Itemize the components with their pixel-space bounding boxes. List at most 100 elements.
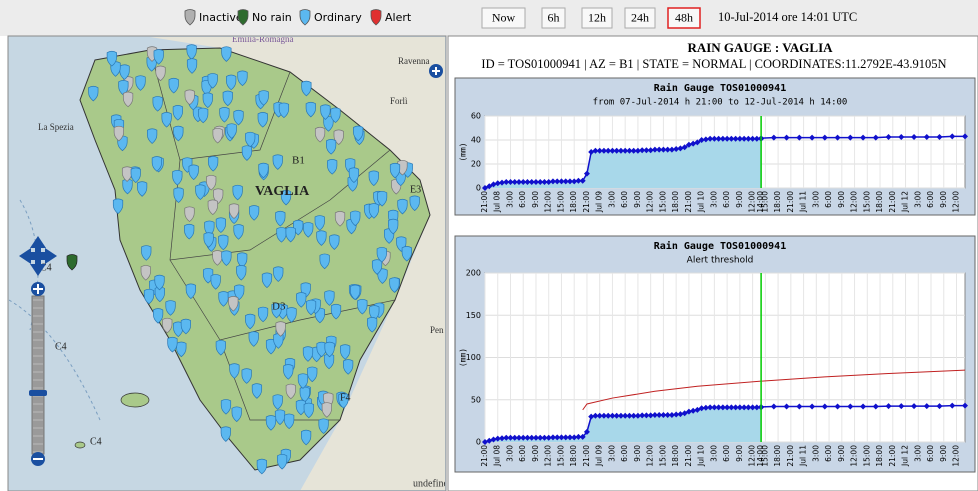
button-label[interactable]: 12h <box>588 10 606 24</box>
zoom-sign[interactable] <box>33 284 43 294</box>
gauge-marker[interactable] <box>195 184 206 200</box>
gauge-marker[interactable] <box>233 109 244 126</box>
gauge-marker[interactable] <box>229 363 240 379</box>
gauge-marker[interactable] <box>207 73 218 89</box>
gauge-marker[interactable] <box>319 253 330 270</box>
gauge-marker[interactable] <box>278 102 290 119</box>
gauge-marker[interactable] <box>226 74 237 91</box>
gauge-marker[interactable] <box>167 336 178 353</box>
gauge-marker[interactable] <box>154 274 165 291</box>
gauge-marker[interactable] <box>285 383 296 400</box>
gauge-marker[interactable] <box>173 125 184 142</box>
gauge-marker[interactable] <box>118 79 129 96</box>
gauge-marker[interactable] <box>303 222 314 238</box>
button-frame[interactable] <box>667 7 701 29</box>
gauge-marker[interactable] <box>184 223 195 240</box>
expand-plus[interactable] <box>432 67 440 75</box>
gauge-marker[interactable] <box>119 64 130 80</box>
gauge-marker[interactable] <box>207 199 218 216</box>
gauge-marker[interactable] <box>272 394 283 410</box>
gauge-marker[interactable] <box>233 224 244 240</box>
gauge-marker[interactable] <box>231 406 242 423</box>
gauge-marker[interactable] <box>226 123 237 139</box>
gauge-marker[interactable] <box>389 162 401 179</box>
gauge-marker[interactable] <box>326 139 337 155</box>
gauge-marker[interactable] <box>321 402 332 418</box>
gauge-marker[interactable] <box>168 77 179 94</box>
gauge-marker[interactable] <box>316 341 327 358</box>
gauge-marker[interactable] <box>203 232 214 248</box>
zoom-slider[interactable] <box>29 390 47 396</box>
gauge-marker[interactable] <box>305 299 317 316</box>
gauge-marker[interactable] <box>303 402 314 419</box>
gauge-marker[interactable] <box>221 250 232 266</box>
time-button[interactable]: 6h <box>541 7 566 29</box>
gauge-marker[interactable] <box>376 190 388 207</box>
button-frame[interactable] <box>541 7 566 29</box>
gauge-marker[interactable] <box>186 58 198 74</box>
gauge-marker[interactable] <box>184 89 195 106</box>
time-button[interactable]: 12h <box>581 7 613 29</box>
gauge-marker[interactable] <box>376 246 387 263</box>
gauge-marker[interactable] <box>320 104 331 120</box>
gauge-marker[interactable] <box>113 125 124 142</box>
gauge-marker[interactable] <box>153 49 164 65</box>
gauge-marker[interactable] <box>272 154 283 170</box>
gauge-marker[interactable] <box>245 313 256 330</box>
gauge-marker[interactable] <box>204 220 215 237</box>
gauge-marker[interactable] <box>389 277 400 293</box>
gauge-marker[interactable] <box>153 308 164 324</box>
gauge-marker[interactable] <box>330 303 342 320</box>
gauge-marker[interactable] <box>180 318 191 335</box>
gauge-marker[interactable] <box>172 169 183 186</box>
gauge-marker[interactable] <box>397 198 408 215</box>
gauge-marker[interactable] <box>161 112 172 128</box>
gauge-marker[interactable] <box>357 298 368 315</box>
gauge-marker[interactable] <box>236 264 247 281</box>
gauge-marker[interactable] <box>121 166 133 182</box>
gauge-marker[interactable] <box>151 156 162 172</box>
gauge-marker[interactable] <box>314 126 326 143</box>
gauge-marker[interactable] <box>140 265 151 281</box>
gauge-marker[interactable] <box>305 101 316 118</box>
gauge-marker[interactable] <box>232 184 243 201</box>
gauge-marker[interactable] <box>275 210 286 227</box>
gauge-marker[interactable] <box>348 167 360 183</box>
gauge-marker[interactable] <box>173 321 184 338</box>
gauge-marker[interactable] <box>208 156 219 172</box>
gauge-marker[interactable] <box>314 215 325 231</box>
gauge-marker[interactable] <box>222 90 233 107</box>
gauge-marker[interactable] <box>218 234 229 251</box>
gauge-marker[interactable] <box>301 80 312 97</box>
gauge-marker[interactable] <box>284 413 295 430</box>
gauge-marker[interactable] <box>271 302 282 319</box>
gauge-marker[interactable] <box>285 226 296 243</box>
gauge-marker[interactable] <box>265 338 277 355</box>
gauge-marker[interactable] <box>275 321 286 337</box>
gauge-marker[interactable] <box>220 426 231 442</box>
gauge-marker[interactable] <box>155 65 166 82</box>
gauge-marker[interactable] <box>152 96 163 112</box>
gauge-marker[interactable] <box>299 386 310 403</box>
gauge-marker[interactable] <box>248 331 259 347</box>
time-button[interactable]: Now <box>481 7 526 29</box>
gauge-marker[interactable] <box>198 107 209 124</box>
gauge-marker[interactable] <box>301 429 312 446</box>
button-label[interactable]: 6h <box>548 10 560 24</box>
button-label[interactable]: Now <box>492 10 516 24</box>
gauge-marker[interactable] <box>302 346 314 362</box>
gauge-marker[interactable] <box>215 339 226 356</box>
gauge-marker[interactable] <box>334 211 346 227</box>
gauge-marker[interactable] <box>202 92 213 109</box>
gauge-marker[interactable] <box>338 392 349 409</box>
gauge-marker[interactable] <box>143 288 155 305</box>
gauge-marker[interactable] <box>257 112 268 128</box>
gauge-marker[interactable] <box>377 268 388 284</box>
zoom-bar[interactable] <box>31 295 45 455</box>
gauge-marker[interactable] <box>367 317 378 333</box>
button-label[interactable]: 48h <box>675 10 693 24</box>
gauge-marker[interactable] <box>215 217 226 233</box>
gauge-marker[interactable] <box>388 218 399 235</box>
button-frame[interactable] <box>581 7 613 29</box>
gauge-marker[interactable] <box>251 383 263 399</box>
